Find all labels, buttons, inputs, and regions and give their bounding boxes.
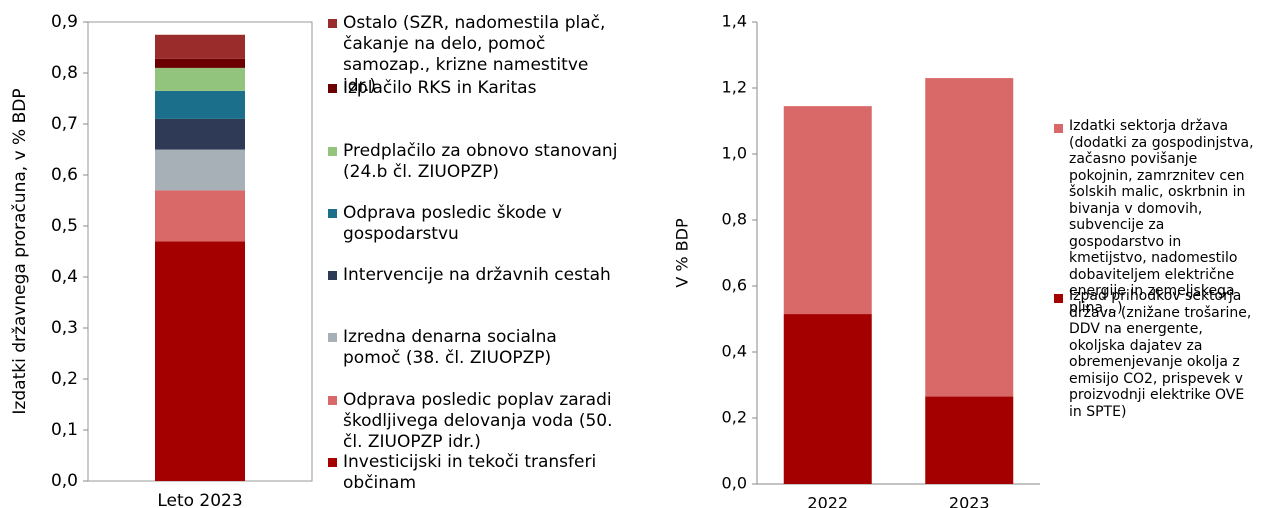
bar-segment: [155, 190, 245, 242]
legend-label: Izplačilo RKS in Karitas: [343, 78, 537, 98]
legend-swatch: [328, 84, 337, 93]
legend-item: Izredna denarna socialna pomoč (38. čl. …: [328, 327, 618, 369]
y-tick-label: 0,0: [51, 471, 78, 491]
legend-label: Ostalo (SZR, nadomestila plač, čakanje n…: [343, 13, 606, 96]
bar-segment: [155, 149, 245, 191]
x-tick-label: 2023: [949, 494, 990, 508]
legend-item: Ostalo (SZR, nadomestila plač, čakanje n…: [328, 13, 618, 97]
y-tick-label: 0,9: [51, 12, 78, 32]
legend-swatch: [328, 396, 337, 405]
y-tick-label: 0,2: [51, 369, 78, 389]
legend-label: Izpad prihodkov sektorja država (znižane…: [1069, 288, 1252, 420]
y-axis-label: Izdatki državnega proračuna, v % BDP: [10, 88, 30, 414]
legend-item: Predplačilo za obnovo stanovanj (24.b čl…: [328, 141, 618, 183]
y-tick-label: 0,4: [51, 267, 78, 287]
bar-segment: [155, 67, 245, 91]
y-tick-label: 0,8: [722, 210, 747, 229]
x-tick-label: 2022: [807, 494, 848, 508]
legend-swatch: [1054, 294, 1063, 303]
y-tick-label: 1,4: [722, 12, 747, 31]
legend-label: Odprava posledic škode v gospodarstvu: [343, 203, 562, 244]
legend-label: Investicijski in tekoči transferi občina…: [343, 452, 597, 493]
x-tick-label: Leto 2023: [157, 491, 242, 508]
y-tick-label: 0,3: [51, 318, 78, 338]
bar-segment: [783, 314, 872, 484]
y-tick-label: 0,4: [722, 342, 747, 361]
y-tick-label: 0,6: [51, 165, 78, 185]
y-tick-label: 1,0: [722, 144, 747, 163]
bar-segment: [155, 58, 245, 68]
legend-swatch: [1054, 124, 1063, 133]
bar-segment: [925, 396, 1014, 484]
y-tick-label: 0,6: [722, 276, 747, 295]
legend-item: Izplačilo RKS in Karitas: [328, 78, 618, 99]
y-tick-label: 0,1: [51, 420, 78, 440]
bar-segment: [155, 34, 245, 59]
legend-swatch: [328, 271, 337, 280]
legend-swatch: [328, 19, 337, 28]
y-tick-label: 1,2: [722, 78, 747, 97]
legend-label: Izdatki sektorja država (dodatki za gosp…: [1069, 118, 1254, 316]
legend-label: Intervencije na državnih cestah: [343, 265, 611, 285]
legend-label: Izredna denarna socialna pomoč (38. čl. …: [343, 327, 557, 368]
legend-item: Izdatki sektorja država (dodatki za gosp…: [1054, 118, 1259, 316]
legend-swatch: [328, 209, 337, 218]
y-tick-label: 0,5: [51, 216, 78, 236]
legend-label: Odprava posledic poplav zaradi škodljive…: [343, 390, 613, 452]
legend-swatch: [328, 147, 337, 156]
y-tick-label: 0,2: [722, 408, 747, 427]
bar-segment: [155, 118, 245, 150]
bar-segment: [925, 78, 1014, 397]
y-tick-label: 0,0: [722, 474, 747, 493]
legend-item: Izpad prihodkov sektorja država (znižane…: [1054, 288, 1259, 420]
bar-segment: [155, 241, 245, 481]
legend-item: Investicijski in tekoči transferi občina…: [328, 452, 618, 494]
legend-item: Odprava posledic škode v gospodarstvu: [328, 203, 618, 245]
y-tick-label: 0,8: [51, 63, 78, 83]
y-tick-label: 0,7: [51, 114, 78, 134]
bar-segment: [155, 90, 245, 119]
legend-item: Intervencije na državnih cestah: [328, 265, 618, 286]
legend-swatch: [328, 333, 337, 342]
legend-swatch: [328, 458, 337, 467]
legend-label: Predplačilo za obnovo stanovanj (24.b čl…: [343, 141, 618, 182]
legend-item: Odprava posledic poplav zaradi škodljive…: [328, 390, 618, 453]
y-axis-label: V % BDP: [673, 218, 692, 288]
bar-segment: [783, 106, 872, 315]
